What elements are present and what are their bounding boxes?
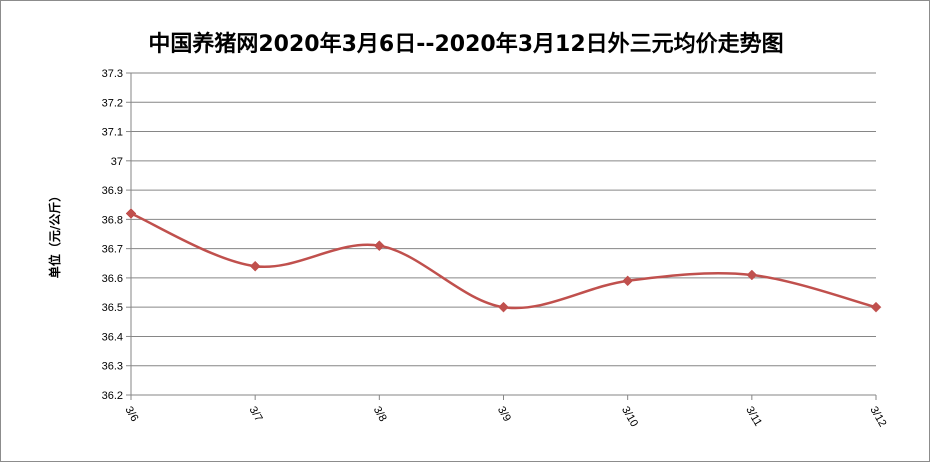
x-tick-label-6: 3/12	[867, 405, 888, 430]
data-point-0	[125, 208, 137, 219]
y-tick-label-6: 36.8	[102, 214, 123, 226]
data-point-3	[498, 301, 509, 313]
y-tick-label-8: 37	[111, 156, 123, 168]
y-tick-label-0: 36.2	[102, 390, 123, 402]
x-tick-label-5: 3/11	[743, 405, 764, 429]
y-tick-label-1: 36.3	[102, 361, 123, 373]
x-tick-label-0: 3/6	[122, 405, 140, 424]
gridlines	[131, 72, 876, 396]
series	[125, 208, 882, 313]
data-point-6	[870, 301, 882, 313]
y-tick-labels: 36.2 36.3 36.4 36.5 36.6 36.7 36.8 36.9 37 37.1 37…	[102, 68, 123, 402]
y-axis-label: 单位（元/公斤）	[47, 190, 62, 278]
x-tick-labels: 3/6 3/7 3/8 3/9 3/10 3/11 3/12	[122, 405, 888, 430]
data-point-5	[746, 269, 758, 281]
y-tick-label-2: 36.4	[102, 331, 123, 343]
x-tick-label-2: 3/8	[371, 405, 389, 424]
data-point-2	[373, 240, 385, 252]
data-point-4	[622, 275, 634, 287]
data-point-1	[249, 260, 261, 272]
chart-title: 中国养猪网2020年3月6日--2020年3月12日外三元均价走势图	[148, 31, 783, 57]
y-tick-label-4: 36.6	[102, 273, 123, 285]
y-tick-label-11: 37.3	[102, 68, 123, 80]
x-tick-label-3: 3/9	[495, 405, 513, 424]
y-tick-label-9: 37.1	[102, 127, 123, 139]
x-tick-label-1: 3/7	[247, 405, 265, 424]
y-tick-label-7: 36.9	[102, 185, 123, 197]
axes	[126, 72, 877, 400]
y-tick-label-10: 37.2	[102, 97, 123, 109]
y-tick-label-5: 36.7	[102, 244, 123, 256]
x-tick-label-4: 3/10	[619, 405, 640, 430]
series-line-0	[130, 212, 877, 310]
y-tick-label-3: 36.5	[102, 302, 123, 314]
